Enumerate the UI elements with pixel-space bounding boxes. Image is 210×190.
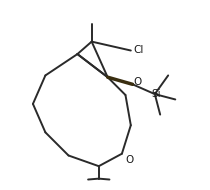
Text: O: O xyxy=(125,155,134,165)
Text: Cl: Cl xyxy=(134,45,144,55)
Text: Si: Si xyxy=(151,89,161,99)
Text: O: O xyxy=(134,77,142,87)
